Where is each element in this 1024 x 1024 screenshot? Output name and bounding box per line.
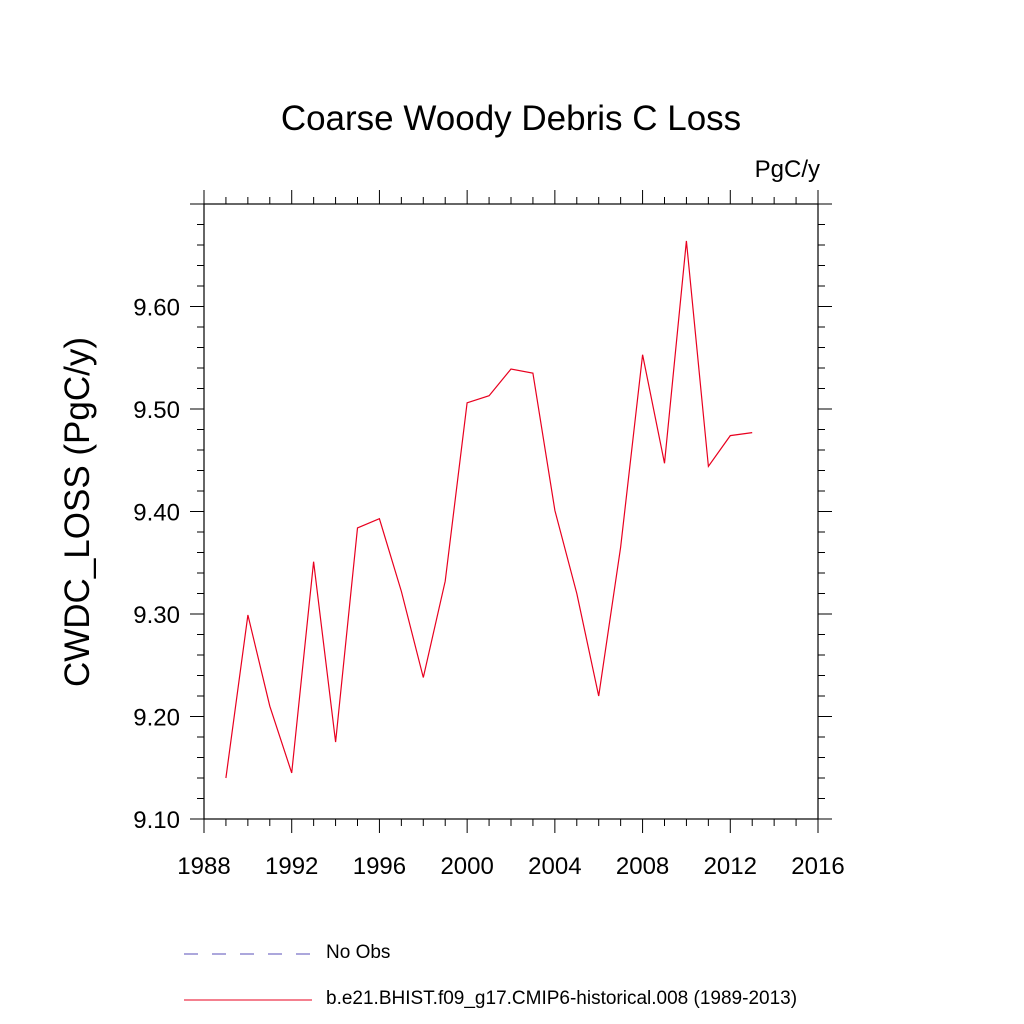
y-tick-label: 9.10 [133,807,180,834]
x-tick-label: 1988 [177,853,230,880]
x-tick-label: 2008 [616,853,669,880]
y-tick-label: 9.60 [133,295,180,322]
y-tick-label: 9.40 [133,500,180,527]
x-tick-label: 1996 [353,853,406,880]
x-tick-label: 2016 [791,853,844,880]
x-tick-label: 2000 [440,853,493,880]
x-tick-label: 2012 [704,853,757,880]
series-line [225,240,753,779]
y-tick-label: 9.20 [133,705,180,732]
chart-title: Coarse Woody Debris C Loss [280,99,742,138]
y-tick-label: 9.30 [133,602,180,629]
x-tick-label: 2004 [528,853,581,880]
x-tick-label: 1992 [265,853,318,880]
y-tick-label: 9.50 [133,397,180,424]
units-label: PgC/y [754,156,820,183]
